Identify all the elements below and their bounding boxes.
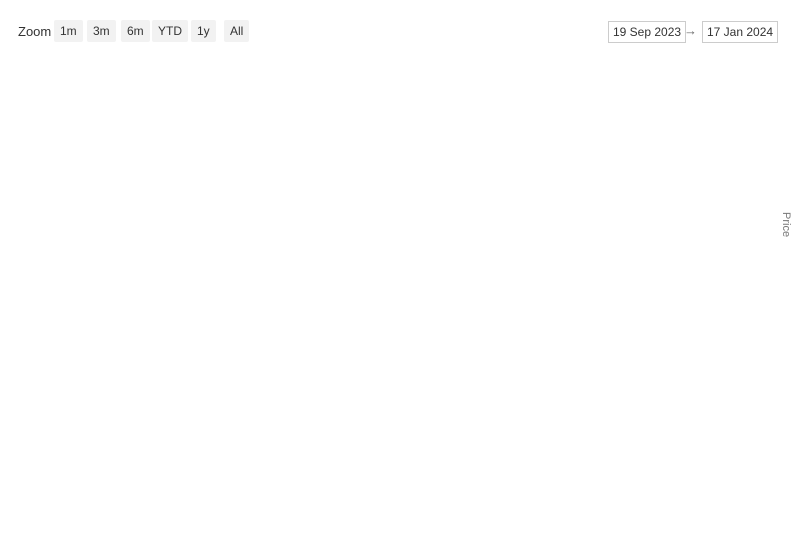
zoom-1m-button[interactable]: 1m	[54, 20, 83, 42]
to-date-input[interactable]: 17 Jan 2024	[702, 21, 779, 43]
zoom-6m-button[interactable]: 6m	[121, 20, 150, 42]
zoom-ytd-button[interactable]: YTD	[152, 20, 188, 42]
price-axis-title: Price	[780, 212, 792, 237]
range-toolbar: Zoom 1m 3m 6m YTD 1y All 19 Sep 2023 → 1…	[0, 0, 800, 56]
zoom-label: Zoom	[18, 24, 52, 39]
from-date-input[interactable]: 19 Sep 2023	[608, 21, 687, 43]
zoom-all-button[interactable]: All	[224, 20, 250, 42]
zoom-3m-button[interactable]: 3m	[87, 20, 116, 42]
zoom-1y-button[interactable]: 1y	[191, 20, 216, 42]
date-range-arrow-icon: →	[684, 23, 697, 38]
